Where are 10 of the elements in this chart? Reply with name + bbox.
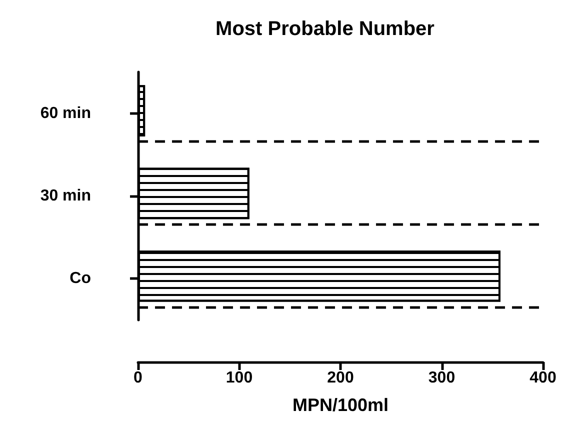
x-tick-label: 400 bbox=[530, 370, 556, 386]
x-tick-label: 300 bbox=[428, 370, 456, 386]
x-tick-label: 100 bbox=[226, 370, 253, 386]
x-tick-label: 200 bbox=[327, 370, 354, 386]
x-axis-title: MPN/100ml bbox=[292, 395, 389, 415]
y-tick-label: 30 min bbox=[40, 188, 91, 204]
chart-title: Most Probable Number bbox=[216, 18, 435, 40]
y-tick-label: Co bbox=[70, 270, 92, 288]
x-tick-label: 0 bbox=[134, 370, 143, 386]
y-tick-label: 60 min bbox=[40, 104, 91, 122]
